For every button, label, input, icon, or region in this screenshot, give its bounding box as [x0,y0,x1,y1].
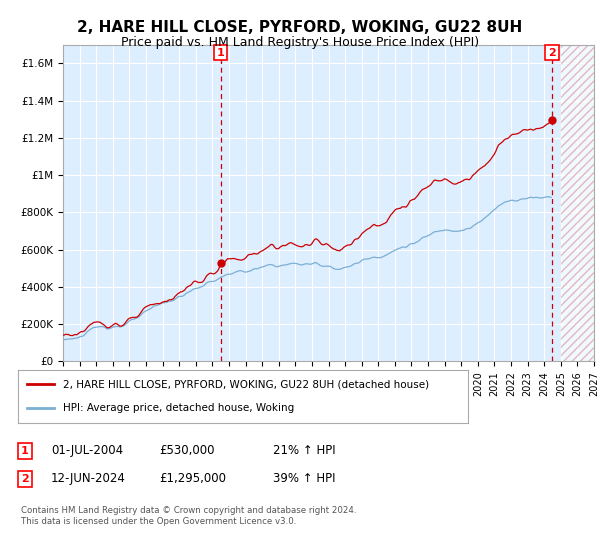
Text: Contains HM Land Registry data © Crown copyright and database right 2024.: Contains HM Land Registry data © Crown c… [21,506,356,515]
Text: 01-JUL-2004: 01-JUL-2004 [51,444,123,458]
Bar [561,45,594,361]
Text: 2: 2 [21,474,29,484]
Text: 2, HARE HILL CLOSE, PYRFORD, WOKING, GU22 8UH: 2, HARE HILL CLOSE, PYRFORD, WOKING, GU2… [77,20,523,35]
Text: 1: 1 [21,446,29,456]
Text: £530,000: £530,000 [159,444,215,458]
Text: 2, HARE HILL CLOSE, PYRFORD, WOKING, GU22 8UH (detached house): 2, HARE HILL CLOSE, PYRFORD, WOKING, GU2… [63,380,429,390]
Bar [561,45,594,361]
Text: 12-JUN-2024: 12-JUN-2024 [51,472,126,486]
Text: 39% ↑ HPI: 39% ↑ HPI [273,472,335,486]
Text: £1,295,000: £1,295,000 [159,472,226,486]
Text: Price paid vs. HM Land Registry's House Price Index (HPI): Price paid vs. HM Land Registry's House … [121,36,479,49]
Text: 2: 2 [548,48,556,58]
Text: 1: 1 [217,48,224,58]
Text: 21% ↑ HPI: 21% ↑ HPI [273,444,335,458]
Text: This data is licensed under the Open Government Licence v3.0.: This data is licensed under the Open Gov… [21,517,296,526]
Text: HPI: Average price, detached house, Woking: HPI: Average price, detached house, Woki… [63,403,294,413]
